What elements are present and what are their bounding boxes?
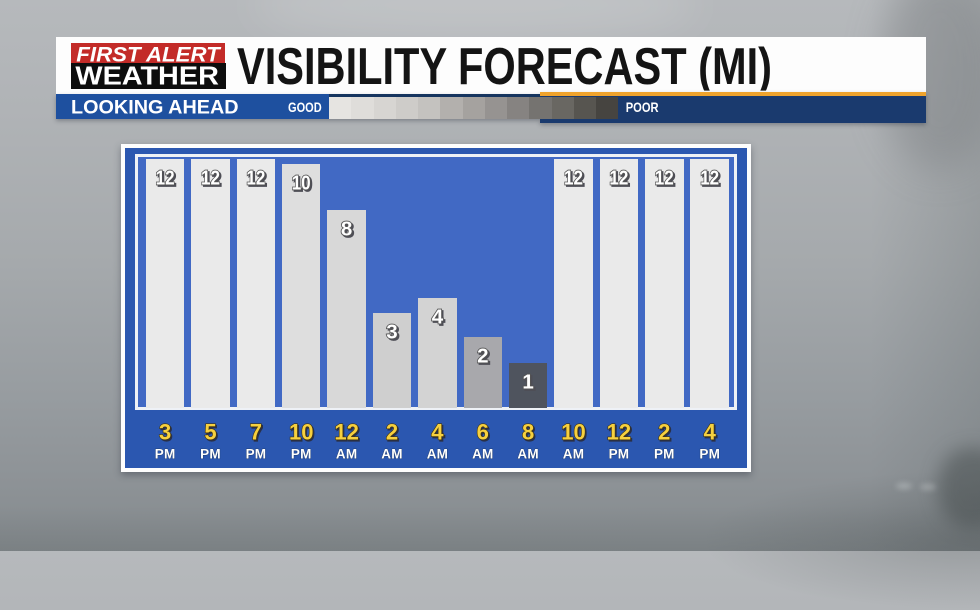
svg-text:PM: PM — [246, 446, 267, 461]
svg-text:12: 12 — [609, 166, 628, 189]
svg-text:FIRST ALERT: FIRST ALERT — [76, 43, 222, 66]
svg-text:12: 12 — [564, 166, 583, 189]
svg-text:2: 2 — [659, 421, 671, 446]
svg-text:4: 4 — [433, 421, 446, 446]
svg-text:12: 12 — [334, 419, 358, 444]
svg-text:12: 12 — [201, 166, 220, 189]
svg-text:AM: AM — [472, 446, 493, 461]
svg-text:2: 2 — [479, 346, 490, 369]
svg-text:12: 12 — [336, 421, 360, 446]
svg-text:12: 12 — [156, 166, 175, 189]
svg-text:12: 12 — [203, 168, 222, 191]
svg-text:LOOKING AHEAD: LOOKING AHEAD — [71, 97, 239, 119]
svg-text:12: 12 — [246, 166, 265, 189]
svg-text:PM: PM — [609, 446, 630, 461]
svg-text:3: 3 — [386, 320, 397, 343]
svg-text:10: 10 — [292, 171, 311, 194]
svg-text:12: 12 — [607, 419, 631, 444]
svg-text:8: 8 — [342, 219, 353, 242]
svg-text:AM: AM — [563, 446, 584, 461]
svg-text:VISIBILITY FORECAST (MI): VISIBILITY FORECAST (MI) — [237, 38, 772, 96]
svg-text:POOR: POOR — [626, 99, 659, 115]
svg-text:8: 8 — [523, 421, 535, 446]
svg-text:4: 4 — [704, 419, 717, 444]
svg-text:PM: PM — [200, 446, 221, 461]
svg-text:10: 10 — [563, 421, 587, 446]
svg-text:12: 12 — [608, 421, 632, 446]
svg-text:8: 8 — [522, 419, 534, 444]
svg-text:12: 12 — [700, 166, 719, 189]
svg-text:7: 7 — [251, 421, 263, 446]
svg-text:12: 12 — [157, 168, 176, 191]
svg-text:3: 3 — [159, 419, 171, 444]
svg-text:12: 12 — [655, 166, 674, 189]
svg-text:6: 6 — [478, 421, 490, 446]
svg-text:AM: AM — [336, 446, 357, 461]
svg-text:8: 8 — [341, 217, 352, 240]
svg-text:12: 12 — [611, 168, 630, 191]
svg-text:4: 4 — [432, 305, 444, 328]
svg-text:1: 1 — [524, 372, 535, 395]
svg-text:WEATHER: WEATHER — [75, 63, 219, 91]
svg-text:AM: AM — [381, 446, 402, 461]
svg-text:12: 12 — [656, 168, 675, 191]
svg-text:GOOD: GOOD — [288, 99, 322, 115]
svg-text:10: 10 — [561, 419, 585, 444]
svg-text:4: 4 — [705, 421, 718, 446]
svg-text:10: 10 — [293, 173, 312, 196]
svg-text:PM: PM — [654, 446, 675, 461]
svg-text:10: 10 — [289, 419, 313, 444]
svg-text:2: 2 — [386, 419, 398, 444]
svg-text:2: 2 — [658, 419, 670, 444]
svg-text:12: 12 — [248, 168, 267, 191]
svg-text:7: 7 — [250, 419, 262, 444]
svg-text:3: 3 — [160, 421, 172, 446]
svg-text:10: 10 — [290, 421, 314, 446]
svg-text:4: 4 — [433, 307, 445, 330]
svg-text:3: 3 — [388, 322, 399, 345]
svg-text:2: 2 — [477, 344, 488, 367]
svg-text:2: 2 — [387, 421, 399, 446]
svg-text:6: 6 — [477, 419, 489, 444]
svg-text:PM: PM — [291, 446, 312, 461]
svg-text:12: 12 — [566, 168, 585, 191]
svg-text:4: 4 — [431, 419, 444, 444]
svg-text:AM: AM — [427, 446, 448, 461]
svg-text:12: 12 — [702, 168, 721, 191]
svg-text:5: 5 — [206, 421, 218, 446]
svg-text:5: 5 — [204, 419, 216, 444]
svg-text:PM: PM — [155, 446, 176, 461]
svg-text:AM: AM — [517, 446, 538, 461]
svg-text:PM: PM — [699, 446, 720, 461]
svg-text:1: 1 — [522, 370, 533, 393]
